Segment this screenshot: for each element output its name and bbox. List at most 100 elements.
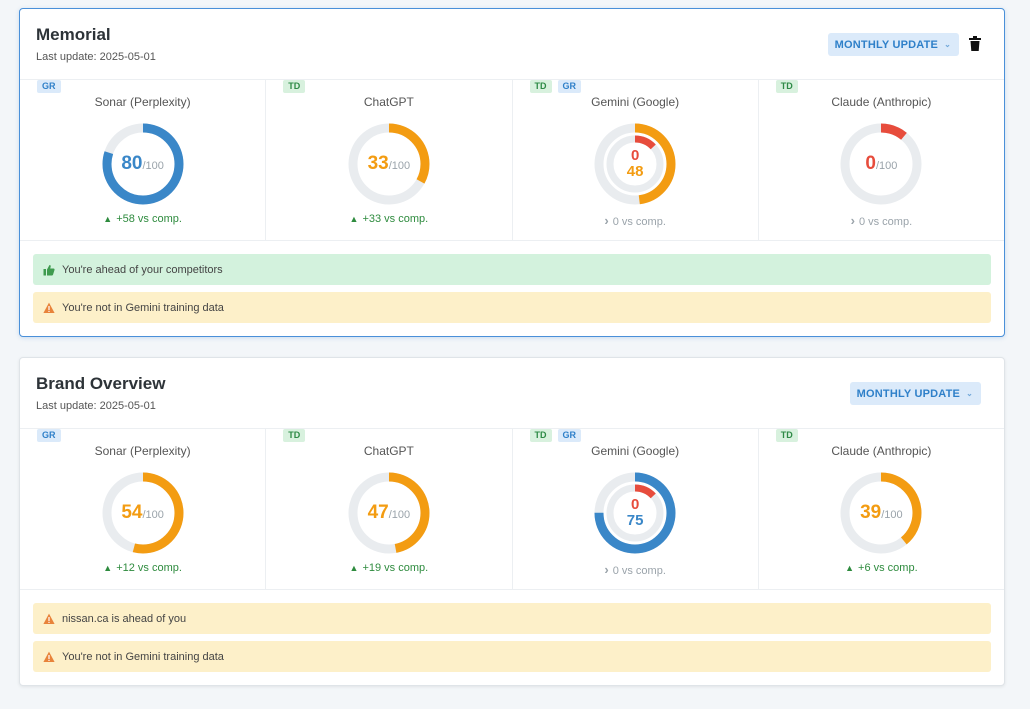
badge-gr: GR bbox=[557, 429, 581, 442]
score-donut bbox=[102, 123, 184, 205]
source-badges: GR bbox=[37, 429, 61, 442]
comparison-text: 0 vs comp. bbox=[858, 216, 913, 228]
score-donut bbox=[840, 123, 922, 205]
comparison-text: +19 vs comp. bbox=[362, 562, 429, 574]
competitor-comparison: ▲ +58 vs comp. bbox=[20, 213, 265, 225]
score-value: 54 bbox=[121, 502, 143, 523]
badge-td: TD bbox=[283, 429, 306, 442]
score-donut bbox=[348, 123, 430, 205]
score-value: 33 bbox=[367, 153, 389, 174]
inner-ring-arc bbox=[606, 135, 664, 193]
badge-td: TD bbox=[775, 80, 798, 93]
model-score-cell: GR Sonar (Perplexity) 80/100 ▲ +58 vs comp. bbox=[20, 80, 267, 240]
score-card[interactable]: Brand Overview Last update: 2025-05-01 MON… bbox=[19, 357, 1005, 686]
score-max: /100 bbox=[388, 508, 411, 521]
score-donut bbox=[348, 472, 430, 554]
score-value: 0 bbox=[865, 153, 876, 174]
competitor-comparison: ▲ +12 vs comp. bbox=[20, 562, 265, 574]
score-ring-arc bbox=[840, 123, 922, 205]
model-score-cell: TD GR Gemini (Google) 0 48 › 0 vs comp. bbox=[513, 80, 759, 240]
score-max: /100 bbox=[142, 508, 164, 521]
warning-icon bbox=[43, 651, 55, 662]
model-name: ChatGPT bbox=[363, 444, 414, 458]
alert-text: nissan.ca is ahead of you bbox=[62, 612, 187, 625]
chevron-down-icon: ⌄ bbox=[966, 389, 973, 398]
last-update-label: Last update: 2025-05-01 bbox=[36, 51, 156, 63]
score-label: 54/100 bbox=[101, 471, 185, 555]
badge-gr: GR bbox=[37, 429, 61, 442]
score-ring-arc bbox=[840, 472, 922, 554]
last-update-label: Last update: 2025-05-01 bbox=[36, 400, 156, 412]
source-badges: TD bbox=[775, 429, 798, 442]
card-title: Memorial bbox=[36, 25, 111, 44]
competitor-comparison: ▲ +19 vs comp. bbox=[266, 562, 511, 574]
score-donut bbox=[594, 472, 676, 554]
model-score-cell: TD Claude (Anthropic) 39/100 ▲ +6 vs comp. bbox=[759, 429, 1004, 589]
model-name: Sonar (Perplexity) bbox=[94, 95, 191, 109]
inner-score-value: 0 bbox=[630, 147, 640, 164]
score-label: 39/100 bbox=[839, 471, 923, 555]
alerts-list: nissan.ca is ahead of you You're not in G… bbox=[20, 590, 1004, 684]
score-ring-arc bbox=[348, 123, 430, 205]
competitor-comparison: › 0 vs comp. bbox=[513, 562, 758, 577]
inner-ring-arc bbox=[606, 484, 664, 542]
outer-score-value: 75 bbox=[626, 512, 644, 529]
alert-warning: nissan.ca is ahead of you bbox=[33, 603, 991, 634]
score-ring-arc bbox=[102, 123, 184, 205]
model-score-cell: GR Sonar (Perplexity) 54/100 ▲ +12 vs comp. bbox=[20, 429, 267, 589]
source-badges: TD bbox=[283, 429, 306, 442]
alert-success: You're ahead of your competitors bbox=[33, 254, 991, 285]
chevron-up-icon: ▲ bbox=[845, 563, 855, 573]
warning-icon bbox=[43, 302, 55, 313]
chevron-up-icon: ▲ bbox=[103, 214, 113, 224]
competitor-comparison: ▲ +33 vs comp. bbox=[266, 213, 511, 225]
badge-gr: GR bbox=[37, 80, 61, 93]
score-max: /100 bbox=[875, 159, 898, 172]
source-badges: TD GR bbox=[529, 429, 581, 442]
monthly-update-dropdown[interactable]: MONTHLY UPDATE ⌄ bbox=[849, 382, 981, 405]
score-ring-arc bbox=[102, 472, 184, 554]
source-badges: TD GR bbox=[529, 80, 581, 93]
alert-warning: You're not in Gemini training data bbox=[33, 641, 991, 672]
alert-text: You're not in Gemini training data bbox=[62, 301, 224, 314]
score-max: /100 bbox=[388, 159, 411, 172]
score-card[interactable]: Memorial Last update: 2025-05-01 MONTHLY U… bbox=[19, 8, 1005, 337]
trash-icon[interactable] bbox=[968, 36, 982, 52]
comparison-text: 0 vs comp. bbox=[612, 565, 666, 577]
badge-td: TD bbox=[529, 80, 552, 93]
chevron-up-icon: ▲ bbox=[103, 563, 113, 573]
score-label: 47/100 bbox=[347, 471, 431, 555]
competitor-comparison: › 0 vs comp. bbox=[759, 213, 1004, 228]
comparison-text: +33 vs comp. bbox=[362, 213, 429, 225]
model-score-cell: TD ChatGPT 47/100 ▲ +19 vs comp. bbox=[266, 429, 513, 589]
comparison-text: +6 vs comp. bbox=[858, 562, 918, 574]
model-score-cell: TD ChatGPT 33/100 ▲ +33 vs comp. bbox=[266, 80, 513, 240]
alerts-list: You're ahead of your competitors You're n… bbox=[20, 241, 1004, 335]
score-donut bbox=[594, 123, 676, 205]
competitor-comparison: ▲ +6 vs comp. bbox=[759, 562, 1004, 574]
score-value: 47 bbox=[367, 502, 389, 523]
monthly-update-dropdown[interactable]: MONTHLY UPDATE ⌄ bbox=[827, 33, 959, 56]
alert-text: You're ahead of your competitors bbox=[62, 263, 223, 276]
dual-score: 0 48 bbox=[593, 122, 677, 206]
dual-score: 0 75 bbox=[593, 471, 677, 555]
competitor-comparison: › 0 vs comp. bbox=[513, 213, 758, 228]
chevron-up-icon: ▲ bbox=[349, 563, 359, 573]
warning-icon bbox=[43, 613, 55, 624]
comparison-text: +58 vs comp. bbox=[116, 213, 182, 225]
model-name: Gemini (Google) bbox=[591, 444, 680, 458]
model-name: Claude (Anthropic) bbox=[831, 444, 932, 458]
chevron-right-icon: › bbox=[604, 562, 609, 577]
chevron-down-icon: ⌄ bbox=[944, 40, 951, 49]
score-donut bbox=[102, 472, 184, 554]
score-value: 80 bbox=[121, 153, 143, 174]
score-donut bbox=[840, 472, 922, 554]
chevron-right-icon: › bbox=[850, 213, 855, 228]
card-header: Memorial Last update: 2025-05-01 MONTHLY U… bbox=[20, 9, 1004, 80]
outer-ring-arc bbox=[594, 472, 676, 554]
metrics-row: GR Sonar (Perplexity) 54/100 ▲ +12 vs comp. T… bbox=[20, 429, 1004, 590]
model-name: ChatGPT bbox=[363, 95, 414, 109]
badge-td: TD bbox=[775, 429, 798, 442]
comparison-text: +12 vs comp. bbox=[116, 562, 182, 574]
inner-score-value: 0 bbox=[630, 496, 640, 513]
